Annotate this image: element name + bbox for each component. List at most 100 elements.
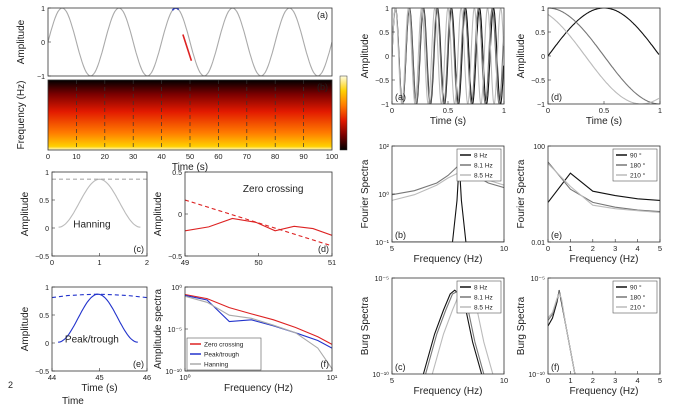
- y-tick-label: −0.5: [531, 78, 545, 85]
- y-tick-label: 0: [45, 226, 49, 233]
- y-tick-label: 10⁰: [171, 284, 182, 292]
- series-group: [185, 294, 332, 370]
- y-tick-label: −1: [37, 74, 45, 81]
- panel-label: (e): [551, 230, 562, 240]
- x-tick-label: 44: [48, 373, 56, 382]
- x-tick-label: 90: [299, 152, 307, 161]
- x-tick-label: 1: [568, 376, 572, 385]
- x-tick-label: 46: [143, 373, 151, 382]
- y-tick-label: −0.5: [375, 78, 389, 85]
- x-tick-label: 5: [390, 244, 394, 253]
- y-tick-label: 0: [45, 341, 49, 348]
- x-tick-label: 0: [546, 106, 550, 115]
- y-tick-label: 1: [45, 170, 49, 177]
- panel-annotation: Zero crossing: [243, 184, 304, 195]
- legend-entry: 180 °: [630, 294, 646, 302]
- stray-digit: 2: [8, 380, 13, 390]
- y-tick-label: −0.5: [168, 254, 182, 261]
- series-line-8.1-hz: [392, 161, 504, 196]
- series-line-zero-crossing: [185, 294, 332, 345]
- x-tick-label: 5: [390, 376, 394, 385]
- legend-entry: 90 °: [630, 284, 642, 292]
- stray-bottom-text: Time: [62, 396, 84, 404]
- y-tick-label: 0.5: [39, 313, 49, 320]
- plot-frame: [547, 145, 661, 243]
- series-line-points: [52, 293, 147, 299]
- x-tick-label: 40: [157, 152, 165, 161]
- series-line-points: [185, 217, 332, 236]
- y-tick-label: 1: [41, 6, 45, 13]
- panel-label: (d): [318, 244, 329, 254]
- x-tick-label: 10¹: [327, 373, 338, 382]
- panel-label: (f): [321, 359, 330, 369]
- series-line-8-hz: [422, 289, 483, 374]
- x-axis-label: Frequency (Hz): [224, 383, 293, 394]
- series-line-210-°: [548, 163, 660, 214]
- series-group: [52, 178, 147, 228]
- y-tick-label: 0: [178, 212, 182, 219]
- legend-entry: Zero crossing: [204, 342, 244, 349]
- legend-entry: Hanning: [204, 362, 229, 369]
- series-group: [548, 289, 576, 374]
- plot-frame: [391, 277, 505, 375]
- series-line-cos: [548, 13, 660, 104]
- x-tick-label: 20: [101, 152, 109, 161]
- legend-entry: 8.1 Hz: [474, 163, 493, 170]
- panel-b: 0 10 20 30 40 50 60 70 80 90 100 Time (s) Frequency …: [16, 75, 348, 173]
- series-group: [52, 293, 147, 343]
- legend-entry: 8 Hz: [474, 285, 487, 292]
- panel-label: (b): [317, 82, 328, 92]
- panel-label: (d): [551, 92, 562, 102]
- y-axis-label: Amplitude: [16, 19, 27, 64]
- y-tick-label: 0.5: [379, 30, 389, 37]
- y-tick-label: 10⁻⁵: [168, 327, 182, 334]
- series-line-hanning: [58, 293, 138, 343]
- x-tick-label: 80: [271, 152, 279, 161]
- series-line-hanning: [185, 295, 332, 370]
- y-axis-label: Amplitude: [20, 191, 31, 236]
- y-tick-label: 10⁻¹⁰: [528, 371, 545, 379]
- legend-entry: Peak/trough: [204, 352, 239, 359]
- series-group: [48, 8, 332, 76]
- panel-annotation: Hanning: [73, 219, 110, 230]
- y-tick-label: 10⁻⁵: [531, 276, 545, 283]
- series-line-210-°: [548, 292, 576, 374]
- x-axis-label: Frequency (Hz): [414, 386, 483, 397]
- series-line-sine: [392, 8, 504, 104]
- y-tick-label: 1: [45, 285, 49, 292]
- x-tick-label: 10⁰: [179, 373, 190, 382]
- x-tick-label: 60: [214, 152, 222, 161]
- series-line-90-°: [548, 172, 660, 203]
- x-tick-label: 1: [97, 258, 101, 267]
- series-line-peak/trough: [185, 294, 332, 349]
- y-tick-label: 10⁻¹⁰: [165, 368, 182, 376]
- panel-d: 49 50 51 0.5 0 −0.5 Amplitude (d) Zero crossing: [153, 170, 336, 267]
- panel-f: 10⁰ 10¹ 10⁰ 10⁻⁵ 10⁻¹⁰ Frequency (Hz) Amplitud…: [153, 284, 338, 394]
- x-tick-label: 0: [46, 152, 50, 161]
- x-tick-label: 0: [50, 258, 54, 267]
- y-tick-label: 1: [541, 6, 545, 13]
- x-axis-label: Time (s): [172, 162, 208, 173]
- y-axis-label: Amplitude: [20, 306, 31, 351]
- y-tick-label: −1: [381, 102, 389, 109]
- x-tick-label: 100: [326, 152, 339, 161]
- x-tick-label: 4: [636, 376, 640, 385]
- legend-entry: 210 °: [630, 304, 646, 312]
- x-tick-label: 0: [390, 106, 394, 115]
- y-tick-label: −0.5: [35, 254, 49, 261]
- y-tick-label: 10⁻¹: [375, 240, 389, 247]
- y-axis-label: Amplitude: [153, 191, 164, 236]
- x-tick-label: 45: [95, 373, 103, 382]
- panel-label: (b): [395, 230, 406, 240]
- y-tick-label: 10²: [379, 144, 390, 151]
- panel-label: (e): [133, 359, 144, 369]
- x-axis-label: Time (s): [586, 116, 622, 127]
- legend-entry: 8.5 Hz: [474, 173, 493, 180]
- panel-ra: 0 0.5 1 1 0.5 0 −0.5 −1 Time (s) Amplitude (a): [360, 6, 506, 127]
- x-tick-label: 4: [636, 244, 640, 253]
- y-tick-label: 0.01: [531, 240, 545, 247]
- y-tick-label: 10⁻⁵: [375, 276, 389, 283]
- panel-label: (c): [395, 362, 406, 372]
- panel-rc: 5 10 10⁻⁵ 10⁻¹⁰ Frequency (Hz) Burg Spectra 8 …: [360, 276, 508, 397]
